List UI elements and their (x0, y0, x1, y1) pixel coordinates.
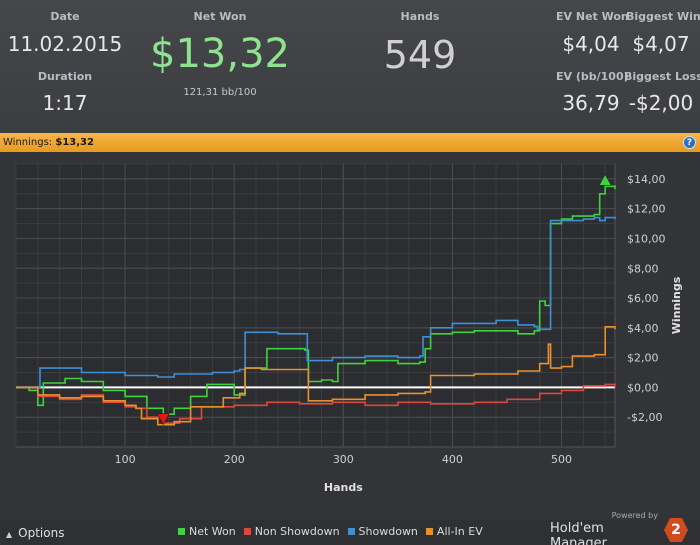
x-tick-label: 100 (115, 453, 136, 466)
legend-swatch (243, 528, 251, 535)
max-marker (598, 173, 612, 186)
y-tick-label: $10,00 (627, 232, 666, 245)
y-tick-label: $0,00 (627, 381, 659, 394)
brand: Powered by Hold'em Manager 2 (550, 511, 700, 545)
stats-panel: Date 11.02.2015 Duration 1:17 Net Won $1… (0, 0, 700, 133)
legend-label: Non Showdown (254, 525, 340, 538)
x-tick-label: 400 (442, 453, 463, 466)
legend-swatch (425, 528, 433, 535)
date-label: Date (50, 10, 80, 23)
biggest-loss-label: Biggest Loss (624, 70, 700, 83)
options-label: Options (18, 526, 65, 540)
series-line-non-showdown (16, 383, 616, 424)
footer: ▲ Options Net Won Non Showdown Showdown All-… (0, 511, 700, 545)
brand-name: Hold'em Manager (550, 521, 607, 545)
duration-label: Duration (37, 70, 93, 83)
help-icon[interactable]: ? (683, 136, 696, 149)
powered-by-label: Powered by (611, 511, 658, 520)
series-line-net-won (16, 185, 616, 415)
biggest-win-label: Biggest Win (626, 10, 700, 23)
winnings-bar-label: Winnings: (3, 137, 53, 148)
legend-item: Net Won (178, 525, 236, 538)
legend-label: All-In EV (436, 525, 483, 538)
y-tick-label: -$2,00 (627, 411, 662, 424)
x-tick-label: 500 (551, 453, 572, 466)
legend-label: Showdown (358, 525, 418, 538)
legend-swatch (347, 528, 355, 535)
x-tick-label: 200 (224, 453, 245, 466)
biggest-loss-value: -$2,00 (628, 91, 694, 115)
chart-legend: Net Won Non Showdown Showdown All-In EV (178, 525, 491, 538)
y-tick-label: $8,00 (627, 262, 659, 275)
y-tick-label: $6,00 (627, 292, 659, 305)
hands-label: Hands (400, 10, 440, 23)
x-axis-title: Hands (324, 481, 363, 494)
net-won-value: $13,32 (150, 31, 290, 77)
y-axis-title: Winnings (670, 276, 683, 334)
triangle-up-icon: ▲ (6, 530, 13, 539)
winnings-chart-svg: 100 200 300 400 500 -$2,00 $0,00 $2,00 $4,00 $6,0… (15, 163, 683, 494)
legend-item: All-In EV (425, 525, 483, 538)
biggest-win-value: $4,07 (632, 32, 690, 56)
winnings-bar: Winnings: $13,32 ? (0, 133, 700, 152)
legend-item: Showdown (347, 525, 418, 538)
date-value: 11.02.2015 (7, 32, 123, 56)
legend-label: Net Won (189, 525, 236, 538)
ev-bb100-value: 36,79 (562, 91, 620, 115)
duration-value: 1:17 (42, 91, 88, 115)
min-marker (156, 413, 170, 426)
ev-bb100-label: EV (bb/100) (556, 70, 629, 83)
y-tick-label: $2,00 (627, 352, 659, 365)
options-button[interactable]: ▲ Options (0, 523, 68, 543)
net-won-label: Net Won (193, 10, 247, 23)
hands-value: 549 (383, 33, 457, 77)
x-tick-label: 300 (333, 453, 354, 466)
legend-item: Non Showdown (243, 525, 340, 538)
y-tick-label: $12,00 (627, 203, 666, 216)
ev-net-won-value: $4,04 (562, 32, 620, 56)
brand-logo-icon: 2 (664, 518, 688, 542)
series-line-showdown (16, 216, 616, 389)
y-tick-label: $14,00 (627, 173, 666, 186)
series-line-all-in-ev (16, 326, 616, 426)
y-tick-label: $4,00 (627, 322, 659, 335)
legend-swatch (178, 528, 185, 535)
winnings-bar-value: $13,32 (55, 137, 94, 148)
net-won-bb100: 121,31 bb/100 (183, 87, 257, 98)
winnings-chart: 100 200 300 400 500 -$2,00 $0,00 $2,00 $4,00 $6,0… (0, 152, 700, 520)
ev-net-won-label: EV Net Won (556, 10, 629, 23)
